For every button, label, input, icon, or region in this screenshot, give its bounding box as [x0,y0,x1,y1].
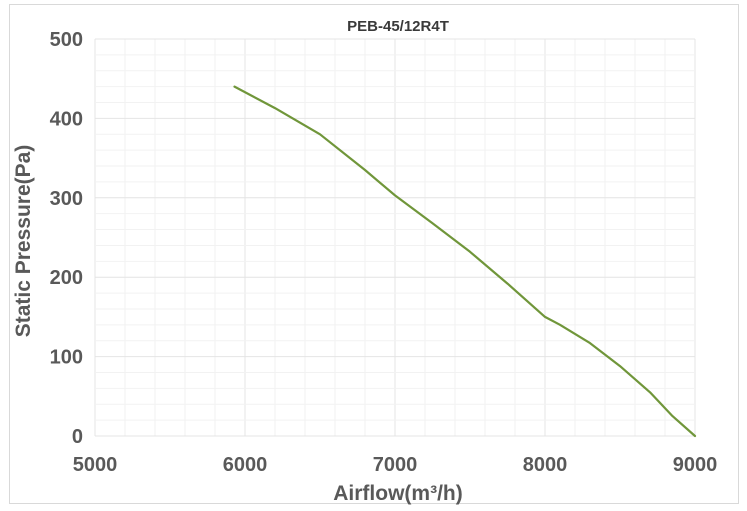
chart-frame: PEB-45/12R4T 0 100 200 300 400 500 5000 6000 70… [9,4,739,505]
y-tick-label: 200 [50,267,83,289]
x-tick-label: 6000 [223,454,268,476]
y-tick-label: 100 [50,347,83,369]
x-tick-label: 7000 [373,454,418,476]
y-tick-label: 400 [50,108,83,130]
chart-svg: PEB-45/12R4T 0 100 200 300 400 500 5000 6000 70… [12,18,718,505]
x-tick-label: 5000 [73,454,118,476]
x-tick-label: 9000 [673,454,718,476]
grid [94,38,696,437]
x-tick-label: 8000 [523,454,568,476]
y-tick-label: 500 [50,29,83,51]
y-axis-ticks: 0 100 200 300 400 500 [50,29,83,448]
y-tick-label: 300 [50,188,83,210]
y-axis-label: Static Pressure(Pa) [12,145,35,338]
series-layer [233,85,697,438]
x-axis-ticks: 5000 6000 7000 8000 9000 [73,454,718,476]
series-line [233,85,697,438]
x-axis-label: Airflow(m³/h) [333,482,462,505]
y-tick-label: 0 [72,426,83,448]
chart-title: PEB-45/12R4T [347,18,449,35]
